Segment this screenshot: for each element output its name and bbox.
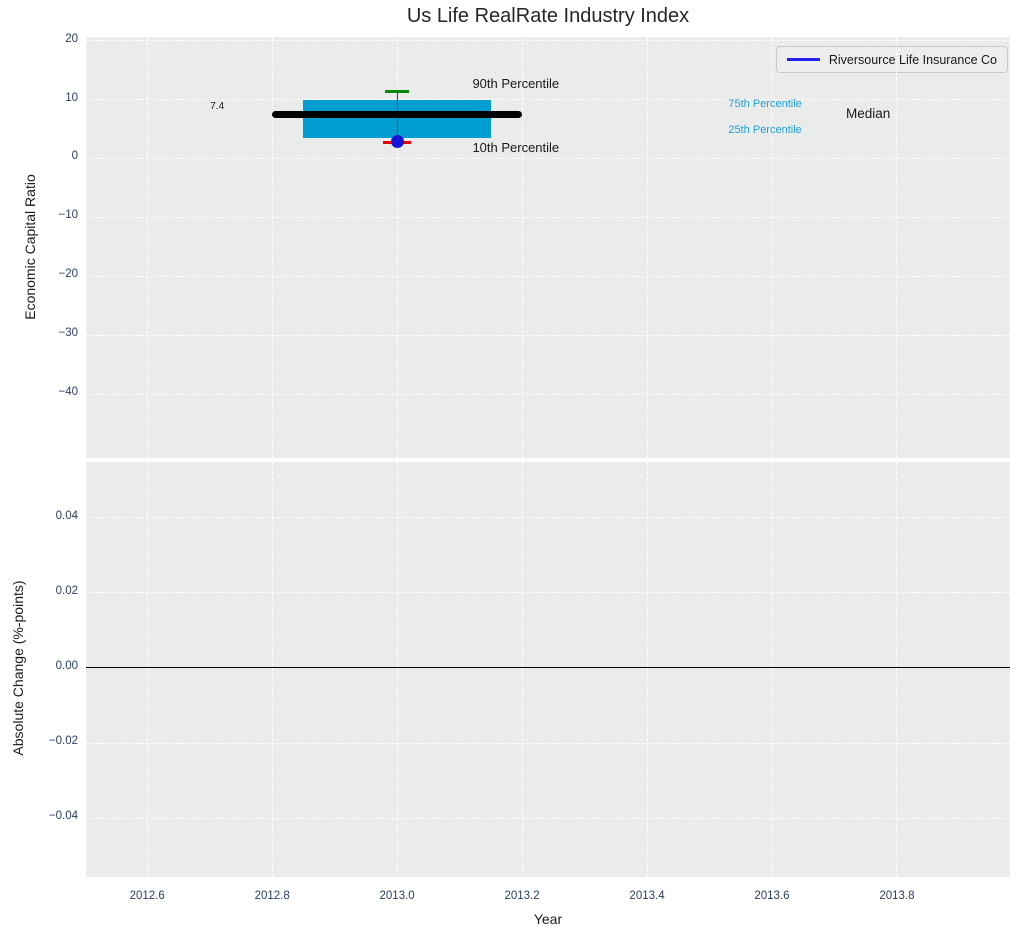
x-gridline <box>396 462 398 877</box>
y-gridline <box>86 817 1010 819</box>
y-gridline <box>86 742 1010 744</box>
p10-annotation: 10th Percentile <box>472 139 560 155</box>
legend: Riversource Life Insurance Co <box>775 46 1008 73</box>
y-gridline <box>86 592 1010 594</box>
y-tick-label: 0.02 <box>55 584 78 597</box>
zero-line <box>86 667 1010 669</box>
p90-cap <box>385 90 410 94</box>
x-gridline <box>146 462 148 877</box>
legend-label: Riversource Life Insurance Co <box>828 52 997 67</box>
chart-title: Us Life RealRate Industry Index <box>406 5 690 27</box>
y-tick-label: 10 <box>65 91 78 104</box>
x-gridline <box>146 37 148 458</box>
y-gridline <box>86 157 1010 159</box>
y-tick-label: −20 <box>58 268 78 281</box>
x-axis-label: Year <box>533 911 563 927</box>
x-tick-label: 2013.2 <box>504 890 540 902</box>
y-gridline <box>86 275 1010 277</box>
y-tick-label: −40 <box>58 386 78 399</box>
y-tick-label: 0.00 <box>55 659 78 672</box>
company-point <box>390 134 404 148</box>
y-gridline <box>86 216 1010 218</box>
x-tick-label: 2013.8 <box>879 890 915 902</box>
y-tick-label: −0.02 <box>48 735 78 748</box>
x-gridline <box>896 462 898 877</box>
y-gridline <box>86 334 1010 336</box>
p90-annotation: 90th Percentile <box>472 76 560 92</box>
x-gridline <box>771 37 773 458</box>
x-gridline <box>646 462 648 877</box>
x-gridline <box>271 462 273 877</box>
p75-annotation: 75th Percentile <box>728 97 802 110</box>
x-gridline <box>521 462 523 877</box>
legend-line-swatch <box>786 58 820 61</box>
y-tick-label: 20 <box>65 32 78 45</box>
x-gridline <box>271 37 273 458</box>
x-gridline <box>771 462 773 877</box>
p25-annotation: 25th Percentile <box>728 123 802 136</box>
y-tick-label: −0.04 <box>48 810 78 823</box>
y-gridline <box>86 40 1010 42</box>
median-annotation: Median <box>846 106 891 122</box>
x-tick-label: 2012.6 <box>129 890 165 902</box>
x-gridline <box>396 37 398 458</box>
top-axes: Riversource Life Insurance Co 7.4 90th Pe… <box>86 37 1010 458</box>
y-tick-label: 0 <box>71 150 78 163</box>
y-gridline <box>86 99 1010 100</box>
bottom-y-axis-label: Absolute Change (%-points) <box>10 580 26 756</box>
x-tick-label: 2013.0 <box>379 890 415 902</box>
y-gridline <box>86 517 1010 519</box>
median-value-label: 7.4 <box>210 101 225 113</box>
y-tick-label: −10 <box>58 209 78 222</box>
y-tick-label: 0.04 <box>55 509 78 522</box>
x-tick-label: 2013.6 <box>754 890 790 902</box>
x-gridline <box>521 37 523 458</box>
bottom-axes <box>86 462 1010 877</box>
x-tick-label: 2013.4 <box>629 890 665 902</box>
x-tick-label: 2012.8 <box>254 890 290 902</box>
y-gridline <box>86 393 1010 395</box>
x-gridline <box>646 37 648 458</box>
median-line <box>272 111 523 119</box>
y-tick-label: −30 <box>58 327 78 340</box>
x-gridline <box>896 37 898 458</box>
